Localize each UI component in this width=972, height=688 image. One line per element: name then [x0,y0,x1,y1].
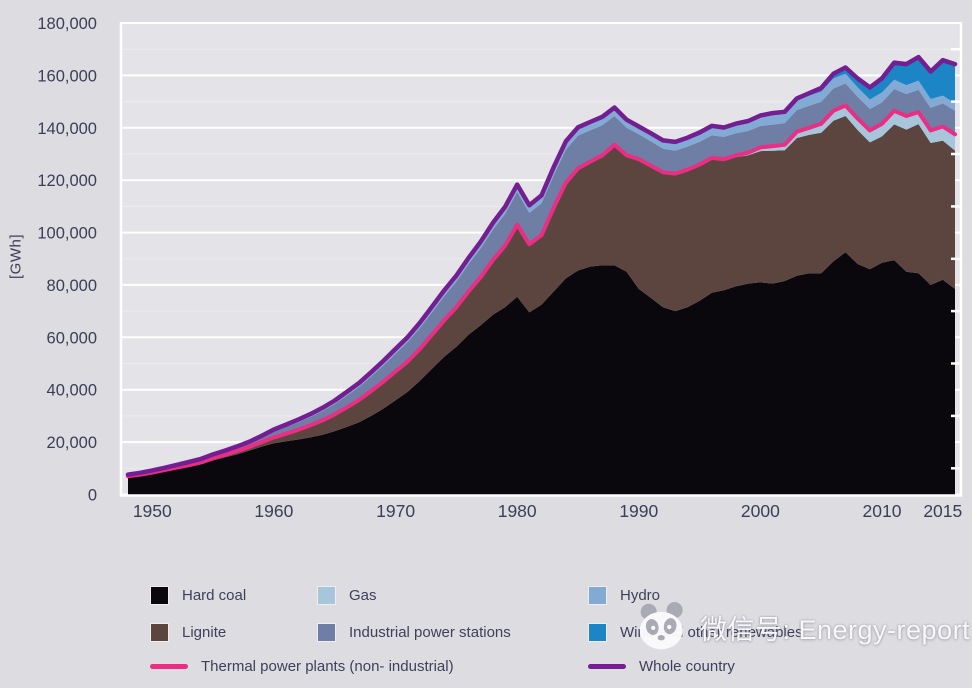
x-tick-label: 1960 [254,501,293,521]
x-tick-label: 2010 [863,501,902,521]
legend-label: Whole country [639,657,735,675]
legend-item-whole-country: Whole country [588,655,735,677]
y-tick-label: 0 [88,487,97,505]
area-industrial-power-stations [128,83,955,477]
y-tick-label: 60,000 [47,329,97,347]
legend-swatch [317,585,336,605]
legend-label: Hydro [620,586,661,604]
legend-swatch [150,585,169,605]
legend-item-industrial-power-stations: Industrial power stations [317,621,511,643]
area-hard-coal [128,252,955,495]
y-tick-label: 140,000 [37,120,97,138]
y-tick-label: 80,000 [47,277,97,295]
legend-item-thermal-power-plants-non-industrial-: Thermal power plants (non- industrial) [150,655,454,677]
legend-label: Hard coal [182,586,247,604]
legend-label: Industrial power stations [349,623,511,641]
legend-line-sample [588,663,626,669]
stacked-area-chart: 0 20,000 40,000 60,000 80,000 100,000 120,000 1… [37,15,962,521]
legend-swatch [317,622,336,642]
y-tick-label: 100,000 [37,225,97,243]
watermark: 微信号: Energy-report [636,602,970,652]
x-tick-label: 2015 [923,501,962,521]
x-tick-label: 2000 [741,501,780,521]
area-lignite [128,116,955,478]
x-tick-label: 1970 [376,501,415,521]
y-tick-label: 40,000 [47,382,97,400]
x-tick-label: 1950 [133,501,172,521]
legend-label: Lignite [182,623,227,641]
y-tick-label: 20,000 [47,434,97,452]
line-whole-country [125,54,958,477]
y-tick-label: 160,000 [37,67,97,85]
x-tick-label: 1980 [498,501,537,521]
legend-label: Thermal power plants (non- industrial) [201,657,454,675]
legend-label: Gas [349,586,377,604]
x-tick-label: 1990 [619,501,658,521]
legend-swatch [588,585,607,605]
watermark-text: 微信号: Energy-report [700,614,971,645]
legend-item-lignite: Lignite [150,621,226,643]
y-tick-label: 120,000 [37,172,97,190]
legend-swatch [150,622,169,642]
legend-item-hard-coal: Hard coal [150,584,246,606]
panda-logo-icon [639,602,683,650]
legend-line-sample [150,663,188,669]
y-tick-label: 180,000 [37,15,97,33]
line-thermal-power-plants-non-industrial- [126,103,957,479]
legend-swatch [588,622,607,642]
legend-item-gas: Gas [317,584,377,606]
